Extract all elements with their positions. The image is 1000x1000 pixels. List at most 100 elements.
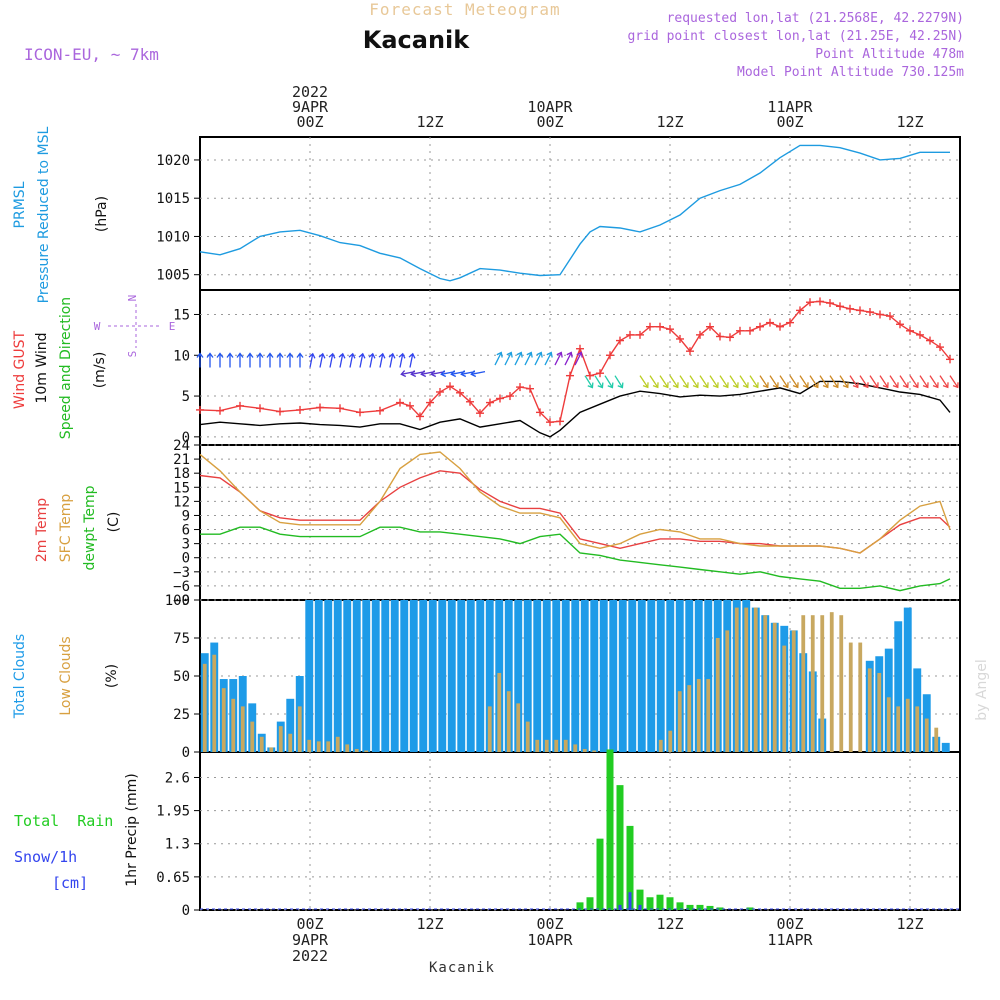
arrow-shaft [939, 375, 949, 388]
wind-direction-arrow [388, 352, 396, 368]
arrow-shaft [319, 353, 324, 368]
low-cloud-bar [734, 607, 739, 752]
ytick-label: 0 [182, 745, 190, 761]
total-cloud-bar [609, 600, 618, 752]
low-cloud-bar [297, 706, 302, 752]
pressure-label-msl: Pressure Reduced to MSL [36, 126, 52, 303]
low-cloud-bar [221, 688, 226, 752]
gust-marker [536, 408, 544, 417]
total-cloud-bar [675, 600, 684, 752]
sfc-temp-line [199, 451, 951, 554]
wind-direction-arrow [679, 375, 689, 389]
gust-marker [396, 398, 404, 407]
gust-marker [486, 398, 494, 407]
low-cloud-bar [839, 615, 844, 752]
low-cloud-bar [744, 607, 749, 752]
total-cloud-bar [371, 600, 380, 752]
gust-marker [836, 302, 844, 311]
arrow-head [516, 351, 523, 358]
gust-marker [216, 406, 224, 415]
gust-marker [506, 392, 514, 401]
rain-bar [676, 902, 684, 910]
top-time-label: 00Z [776, 113, 803, 131]
ytick-label: 1.95 [156, 804, 190, 820]
arrow-shaft [679, 375, 689, 388]
wind-direction-arrow [408, 352, 416, 368]
gust-marker [236, 401, 244, 410]
ytick-label: 50 [173, 669, 190, 685]
total-cloud-bar [333, 600, 342, 752]
total-cloud-bar [903, 607, 912, 752]
low-cloud-bar [677, 691, 682, 752]
total-cloud-bar [656, 600, 665, 752]
arrow-head [420, 370, 427, 378]
top-time-label: 12Z [656, 113, 683, 131]
arrow-head [652, 382, 659, 389]
arrow-head [398, 352, 406, 359]
top-time-label: 11APR [767, 98, 813, 116]
arrow-head [358, 352, 366, 359]
wind-compass: N S W E [94, 295, 176, 358]
arrow-head [368, 352, 376, 359]
arrow-shaft [309, 353, 314, 368]
compass-n: N [126, 295, 139, 302]
arrow-shaft [719, 375, 729, 388]
low-cloud-bar [259, 736, 264, 752]
snow-bar [638, 904, 642, 910]
gust-marker [316, 403, 324, 412]
gust-marker [816, 297, 824, 306]
gust-marker [406, 401, 414, 410]
rain-bar [606, 749, 614, 910]
pressure-label-prmsl: PRMSL [12, 181, 28, 228]
arrow-head [338, 352, 346, 359]
low-cloud-bar [240, 706, 245, 752]
gust-marker [526, 384, 534, 393]
precip-label-rain: Total Rain [14, 812, 113, 830]
gust-marker [886, 312, 894, 321]
low-cloud-bar [354, 748, 359, 752]
gust-marker [726, 333, 734, 342]
wind-direction-arrow [504, 351, 513, 366]
panel-frame-2 [199, 444, 961, 601]
arrow-head [378, 352, 386, 359]
total-cloud-bar [457, 600, 466, 752]
arrow-head [882, 382, 889, 389]
arrow-head [266, 352, 274, 358]
wind-direction-arrow [604, 375, 614, 389]
low-cloud-bar [915, 706, 920, 752]
wind-direction-arrow [689, 375, 699, 389]
arrow-head [496, 351, 503, 358]
total-cloud-bar [637, 600, 646, 752]
arrow-head [526, 351, 533, 358]
low-cloud-bar [231, 698, 236, 752]
low-cloud-bar [592, 750, 597, 752]
wind-direction-arrow [709, 375, 719, 389]
rain-bar [666, 897, 674, 910]
wind-direction-arrow [196, 352, 204, 368]
total-cloud-bar [599, 600, 608, 752]
arrow-shaft [919, 375, 929, 388]
arrow-shaft [639, 375, 649, 388]
temp-label-2m: 2m Temp [34, 498, 50, 562]
arrow-head [566, 351, 573, 358]
top-time-label: 12Z [896, 113, 923, 131]
arrow-head [587, 382, 594, 389]
low-cloud-bar [810, 615, 815, 752]
arrow-shaft [789, 375, 799, 388]
panel-frame-4 [199, 751, 961, 911]
wind-label-dir: Speed and Direction [58, 297, 74, 439]
arrow-shaft [379, 353, 384, 368]
arrow-head [318, 352, 326, 359]
low-cloud-bar [497, 672, 502, 752]
total-cloud-bar [533, 600, 542, 752]
arrow-head [597, 382, 604, 389]
low-cloud-bar [696, 679, 701, 752]
gust-marker [626, 330, 634, 339]
total-cloud-bar [286, 698, 295, 752]
low-cloud-bar [326, 741, 331, 752]
arrow-shaft [879, 375, 889, 388]
total-cloud-bar [476, 600, 485, 752]
wind-direction-arrow [256, 352, 264, 368]
low-cloud-bar [554, 739, 559, 752]
arrow-shaft [709, 375, 719, 388]
